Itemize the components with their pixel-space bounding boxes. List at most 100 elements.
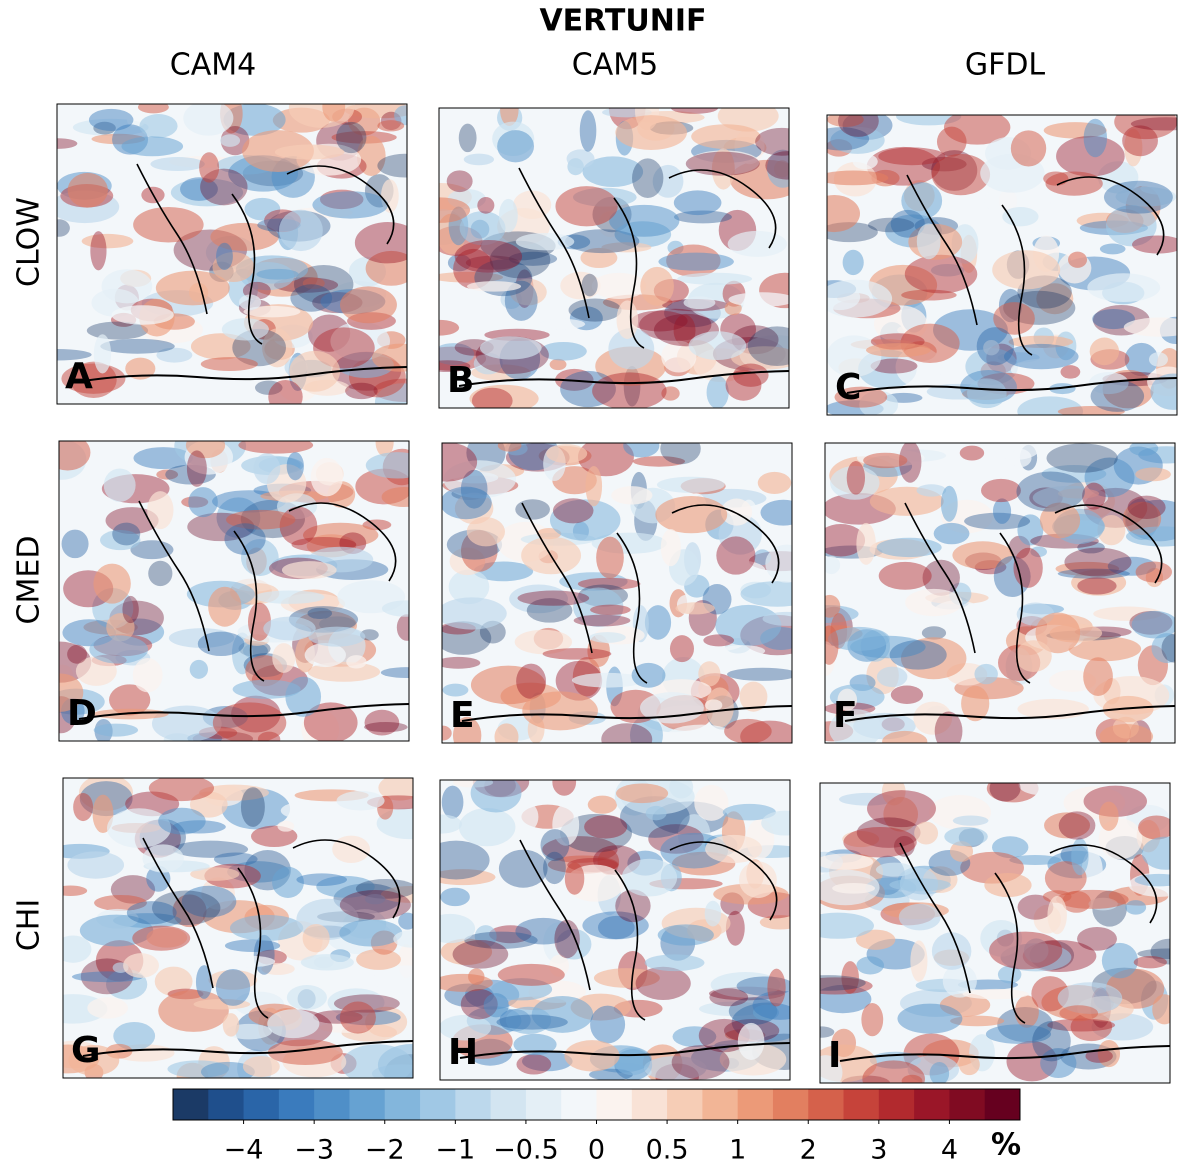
field-blob bbox=[439, 360, 471, 373]
field-blob bbox=[1047, 1018, 1116, 1032]
field-blob bbox=[820, 853, 874, 870]
field-blob bbox=[731, 346, 789, 370]
colorbar-bin bbox=[561, 1089, 597, 1120]
field-blob bbox=[552, 780, 577, 796]
field-blob bbox=[699, 1001, 766, 1017]
field-blob bbox=[950, 1015, 1005, 1027]
field-blob bbox=[302, 277, 325, 289]
field-blob bbox=[1127, 495, 1166, 519]
field-blob bbox=[489, 240, 551, 279]
field-blob bbox=[989, 783, 1021, 802]
field-blob bbox=[312, 191, 389, 219]
field-blob bbox=[1055, 561, 1120, 576]
field-blob bbox=[222, 1013, 240, 1037]
field-blob bbox=[1077, 541, 1105, 554]
field-blob bbox=[698, 1018, 750, 1053]
field-blob bbox=[1002, 207, 1039, 227]
field-blob bbox=[220, 134, 241, 147]
field-blob bbox=[683, 296, 716, 310]
colorbar-tick-label: 0 bbox=[588, 1135, 605, 1166]
colorbar-bin bbox=[455, 1089, 492, 1120]
column-header: CAM5 bbox=[572, 48, 658, 83]
field-blob bbox=[439, 319, 460, 336]
map-frame bbox=[826, 114, 1178, 416]
field-blob bbox=[396, 614, 409, 641]
field-blob bbox=[1057, 488, 1100, 499]
coastline bbox=[844, 705, 1175, 722]
field-blob bbox=[830, 126, 885, 154]
field-blob bbox=[332, 835, 370, 863]
field-blob bbox=[238, 294, 262, 310]
field-blob bbox=[240, 539, 279, 577]
field-blob bbox=[148, 778, 215, 802]
field-blob bbox=[961, 685, 990, 722]
field-blob bbox=[1044, 812, 1091, 839]
field-blob bbox=[67, 851, 125, 879]
field-blob bbox=[552, 498, 594, 524]
field-blob bbox=[180, 177, 218, 201]
field-blob bbox=[825, 594, 841, 618]
map-frame bbox=[819, 782, 1171, 1084]
field-blob bbox=[590, 1005, 626, 1044]
colorbar-tick-label: −0.5 bbox=[493, 1135, 559, 1166]
field-blob bbox=[186, 450, 207, 487]
field-blob bbox=[943, 115, 1011, 145]
field-blob bbox=[224, 939, 281, 952]
coastline bbox=[461, 705, 792, 722]
field-blob bbox=[1097, 1040, 1121, 1068]
field-blob bbox=[655, 496, 728, 534]
field-blob bbox=[122, 595, 139, 624]
field-blob bbox=[240, 787, 265, 827]
map-panel bbox=[827, 115, 1177, 415]
colorbar-bin bbox=[702, 1089, 739, 1120]
field-blob bbox=[201, 877, 235, 910]
field-blob bbox=[820, 1026, 835, 1038]
field-blob bbox=[289, 350, 341, 392]
coastline bbox=[76, 366, 407, 383]
field-blob bbox=[442, 486, 492, 520]
field-blob bbox=[242, 1056, 280, 1077]
field-blob bbox=[199, 152, 220, 183]
field-blob bbox=[345, 382, 378, 400]
field-blob bbox=[711, 148, 735, 190]
field-blob bbox=[832, 882, 875, 894]
field-blob bbox=[584, 815, 628, 839]
map-frame bbox=[824, 442, 1176, 744]
field-blob bbox=[825, 524, 866, 557]
field-blob bbox=[704, 699, 723, 712]
field-blob bbox=[727, 667, 792, 681]
field-blob bbox=[905, 588, 963, 617]
field-blob bbox=[364, 894, 386, 905]
field-blob bbox=[571, 672, 645, 688]
field-blob bbox=[820, 912, 874, 939]
field-blob bbox=[195, 965, 213, 999]
field-blob bbox=[57, 138, 78, 149]
field-blob bbox=[929, 1061, 950, 1083]
field-blob bbox=[752, 1004, 779, 1021]
field-blob bbox=[876, 537, 942, 558]
field-blob bbox=[916, 484, 947, 497]
field-blob bbox=[1085, 1049, 1113, 1063]
field-blob bbox=[254, 590, 325, 604]
field-blob bbox=[1009, 448, 1032, 468]
field-blob bbox=[336, 790, 385, 811]
coastline bbox=[138, 500, 397, 682]
field-blob bbox=[1133, 956, 1167, 969]
field-blob bbox=[591, 272, 647, 300]
field-blob bbox=[890, 685, 924, 705]
field-blob bbox=[882, 730, 928, 743]
field-blob bbox=[517, 802, 539, 831]
field-blob bbox=[672, 1026, 717, 1048]
field-blob bbox=[1150, 938, 1170, 965]
field-blob bbox=[99, 530, 141, 551]
field-blob bbox=[761, 810, 790, 836]
field-blob bbox=[579, 110, 597, 152]
field-blob bbox=[740, 581, 792, 607]
field-blob bbox=[497, 130, 535, 163]
field-blob bbox=[645, 805, 667, 821]
field-blob bbox=[580, 247, 618, 268]
field-blob bbox=[442, 683, 469, 697]
field-blob bbox=[1099, 724, 1154, 743]
field-blob bbox=[539, 341, 587, 361]
map-panel bbox=[59, 441, 409, 741]
